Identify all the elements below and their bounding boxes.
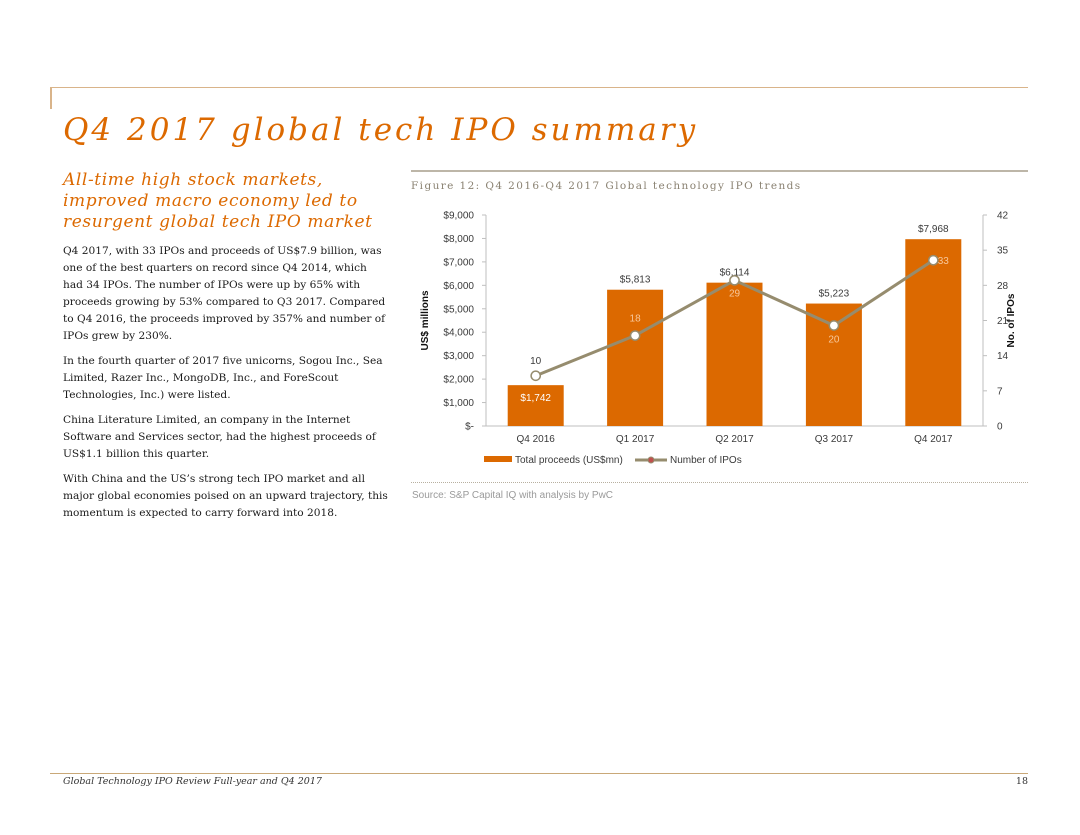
bar-total-proceeds: [607, 289, 664, 426]
line-value-label: 33: [938, 256, 950, 267]
line-value-label: 18: [630, 314, 642, 325]
bar-value-label: $5,223: [819, 289, 850, 300]
bar-value-label: $6,114: [720, 268, 750, 279]
footer-rule: [50, 773, 1028, 774]
y-left-tick-label: $3,000: [443, 351, 474, 362]
y-left-tick-label: $9,000: [443, 211, 474, 222]
footer-title: Global Technology IPO Review Full-year a…: [63, 776, 322, 787]
line-point-number-of-ipos: [828, 320, 840, 331]
line-point-number-of-ipos: [927, 254, 939, 266]
summary-subtitle: All-time high stock markets, improved ma…: [63, 170, 373, 232]
page-title: Q4 2017 global tech IPO summary: [63, 112, 699, 148]
bar-value-label: $7,968: [918, 224, 949, 235]
y-left-tick-label: $5,000: [443, 304, 474, 315]
legend-label-total-proceeds: Total proceeds (US$mn): [515, 455, 623, 466]
summary-paragraph-1: Q4 2017, with 33 IPOs and proceeds of US…: [63, 245, 386, 342]
y-left-tick-label: $-: [465, 422, 474, 433]
summary-paragraph-3: China Literature Limited, an company in …: [63, 414, 376, 460]
x-category-label: Q4 2016: [517, 434, 556, 445]
y-right-tick-label: 21: [997, 316, 1009, 327]
y-left-tick-label: $4,000: [443, 328, 474, 339]
line-value-label: 20: [828, 335, 840, 346]
top-rule-tick: [50, 87, 52, 109]
page-number: 18: [1015, 776, 1028, 787]
y-right-tick-label: 0: [997, 422, 1003, 433]
bar-value-label: $5,813: [620, 275, 651, 286]
line-value-label: 29: [729, 288, 741, 299]
figure-top-rule: [411, 170, 1028, 172]
legend-label-number-of-ipos: Number of IPOs: [670, 455, 742, 466]
y-left-tick-label: $7,000: [443, 257, 474, 268]
figure-title: Figure 12: Q4 2016-Q4 2017 Global techno…: [411, 180, 802, 192]
line-value-label: 10: [530, 356, 542, 367]
bar-total-proceeds: [507, 385, 564, 426]
summary-column: All-time high stock markets, improved ma…: [63, 170, 388, 530]
y-left-tick-label: $2,000: [443, 375, 474, 386]
y-left-axis-title: US$ millions: [420, 290, 431, 350]
y-left-tick-label: $8,000: [443, 234, 474, 245]
legend-swatch-total-proceeds: [484, 456, 512, 462]
y-right-axis-title: No. of IPOs: [1006, 293, 1017, 347]
ipo-trends-chart: $- $1,000 $2,000 $3,000 $4,000 $5,000 $6,000 $7…: [420, 211, 1017, 467]
x-category-label: Q2 2017: [715, 434, 754, 445]
y-left-tick-label: $1,000: [443, 398, 474, 409]
x-category-label: Q1 2017: [616, 434, 655, 445]
figure-header: Figure 12: Q4 2016-Q4 2017 Global techno…: [411, 170, 1028, 192]
y-right-tick-label: 35: [997, 246, 1009, 257]
line-point-number-of-ipos: [629, 330, 641, 341]
bar-value-label: $1,742: [520, 393, 551, 404]
line-point-number-of-ipos: [530, 370, 542, 382]
bar-total-proceeds: [905, 239, 962, 426]
legend-marker-number-of-ipos: [647, 456, 655, 464]
top-rule: [50, 87, 1028, 88]
x-category-label: Q3 2017: [815, 434, 854, 445]
y-right-tick-label: 42: [997, 211, 1009, 222]
line-point-number-of-ipos: [729, 274, 740, 286]
x-category-label: Q4 2017: [914, 434, 953, 445]
y-right-tick-label: 14: [997, 351, 1009, 362]
figure-source: Source: S&P Capital IQ with analysis by …: [412, 490, 614, 501]
y-right-tick-label: 7: [997, 386, 1003, 397]
y-left-tick-label: $6,000: [443, 281, 474, 292]
summary-paragraph-4: With China and the US’s strong tech IPO …: [63, 473, 388, 519]
bar-total-proceeds: [706, 282, 763, 426]
summary-paragraph-2: In the fourth quarter of 2017 five unico…: [63, 355, 383, 401]
figure-bottom-rule: [411, 482, 1028, 483]
y-right-tick-label: 28: [997, 281, 1009, 292]
